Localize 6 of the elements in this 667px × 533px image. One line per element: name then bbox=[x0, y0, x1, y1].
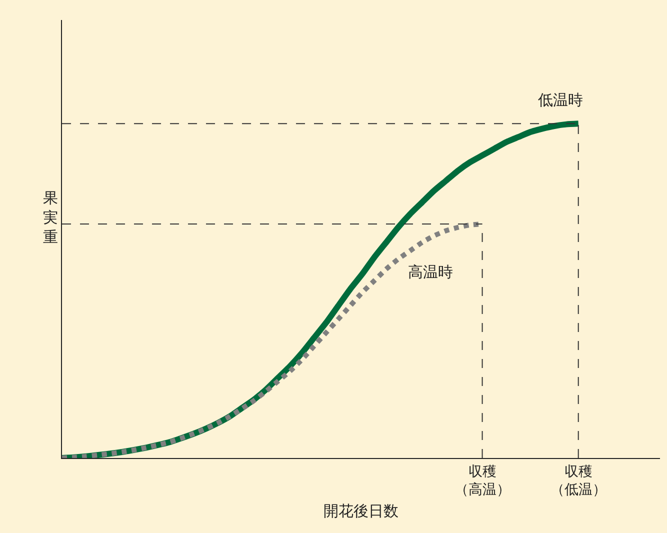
x-tick-label: 収穫（低温） bbox=[550, 464, 606, 498]
x-axis-title: 開花後日数 bbox=[324, 502, 398, 520]
series-label: 高温時 bbox=[408, 263, 453, 281]
x-tick-label: 収穫（高温） bbox=[454, 464, 510, 498]
series-label: 低温時 bbox=[538, 91, 583, 109]
y-axis-title: 果実重 bbox=[43, 189, 58, 246]
